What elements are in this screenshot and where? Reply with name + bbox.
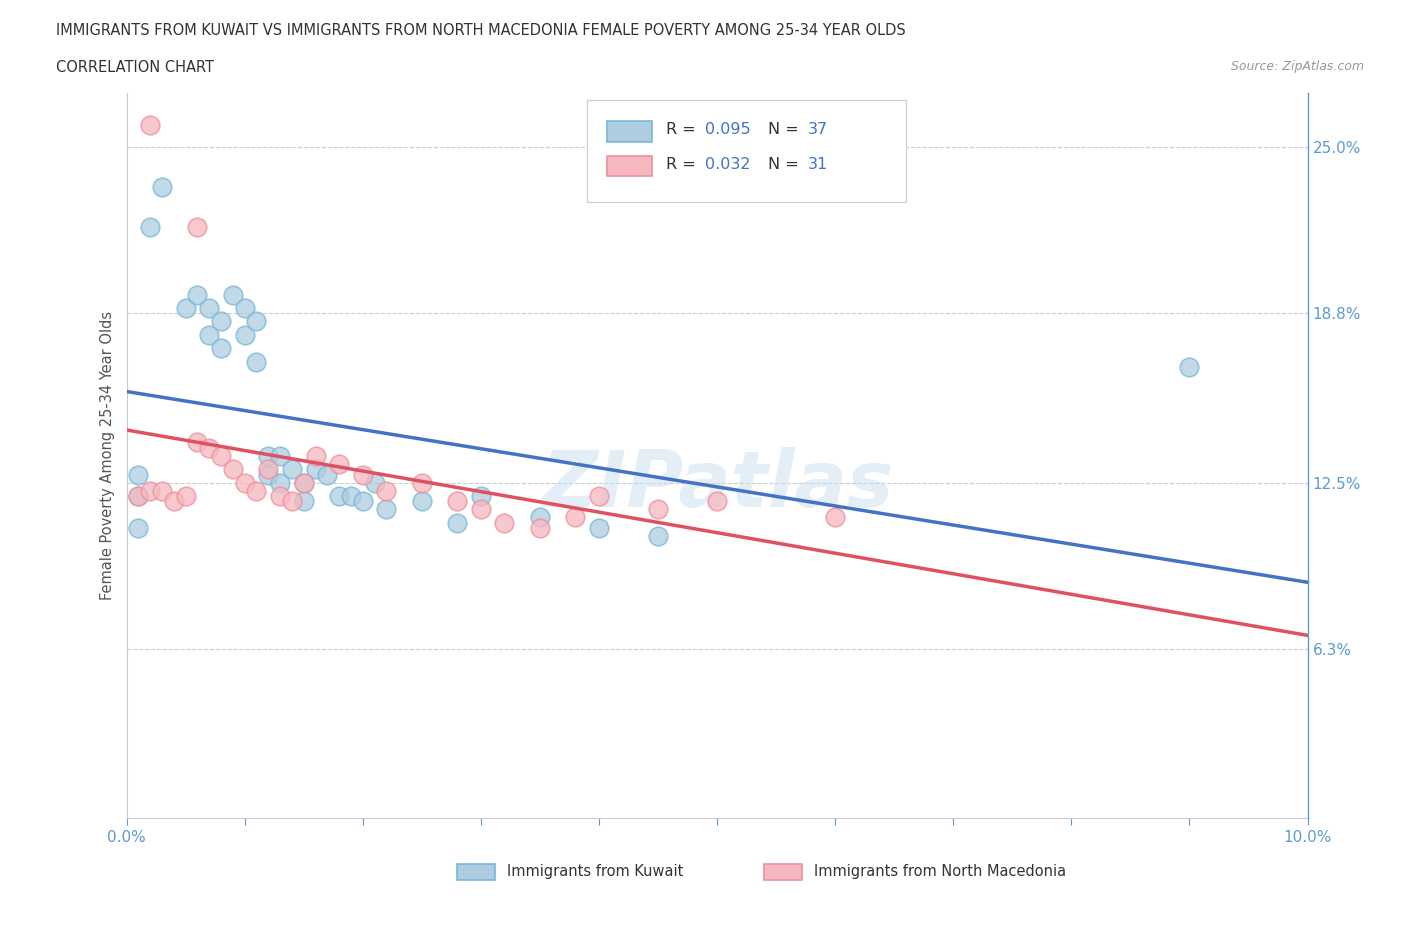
Point [186, 219, 208, 234]
Point [1178, 360, 1201, 375]
Point [564, 510, 586, 525]
Point [292, 475, 315, 490]
Point [269, 448, 291, 463]
Point [269, 475, 291, 490]
Point [352, 494, 374, 509]
Point [470, 488, 492, 503]
Point [127, 467, 149, 482]
Point [186, 435, 208, 450]
Point [127, 521, 149, 536]
Text: Immigrants from North Macedonia: Immigrants from North Macedonia [814, 864, 1066, 879]
Point [411, 494, 433, 509]
Point [470, 502, 492, 517]
Point [245, 484, 267, 498]
Point [281, 461, 304, 476]
FancyBboxPatch shape [765, 864, 801, 880]
Point [198, 327, 221, 342]
Point [446, 515, 468, 530]
Point [281, 494, 304, 509]
Point [257, 461, 280, 476]
Point [233, 475, 256, 490]
Point [363, 475, 385, 490]
Text: Immigrants from Kuwait: Immigrants from Kuwait [506, 864, 683, 879]
Text: CORRELATION CHART: CORRELATION CHART [56, 60, 214, 75]
Point [292, 475, 315, 490]
Text: 37: 37 [808, 123, 828, 138]
Point [139, 484, 162, 498]
Point [233, 300, 256, 315]
Point [198, 300, 221, 315]
Point [245, 354, 267, 369]
Point [292, 494, 315, 509]
Point [245, 314, 267, 329]
Point [588, 521, 610, 536]
Point [706, 494, 728, 509]
Point [209, 314, 232, 329]
Text: N =: N = [768, 157, 804, 172]
Point [222, 287, 245, 302]
Point [269, 488, 291, 503]
Point [494, 515, 516, 530]
Point [150, 179, 173, 194]
Point [174, 488, 197, 503]
FancyBboxPatch shape [588, 100, 905, 202]
Point [411, 475, 433, 490]
Point [647, 529, 669, 544]
Point [328, 457, 350, 472]
FancyBboxPatch shape [607, 156, 652, 177]
FancyBboxPatch shape [457, 864, 495, 880]
FancyBboxPatch shape [607, 121, 652, 141]
Point [257, 467, 280, 482]
Point [257, 448, 280, 463]
Text: ZIPatlas: ZIPatlas [541, 446, 893, 523]
Text: 31: 31 [808, 157, 828, 172]
Y-axis label: Female Poverty Among 25-34 Year Olds: Female Poverty Among 25-34 Year Olds [100, 312, 115, 600]
Point [209, 340, 232, 355]
Point [127, 488, 149, 503]
Point [222, 461, 245, 476]
Point [139, 219, 162, 234]
Point [150, 484, 173, 498]
Point [647, 502, 669, 517]
Point [375, 484, 398, 498]
Point [304, 461, 326, 476]
Text: N =: N = [768, 123, 804, 138]
Point [340, 488, 363, 503]
Point [824, 510, 846, 525]
Point [198, 440, 221, 455]
Point [163, 494, 186, 509]
Point [304, 448, 326, 463]
Point [446, 494, 468, 509]
Point [529, 510, 551, 525]
Point [529, 521, 551, 536]
Point [209, 448, 232, 463]
Point [139, 118, 162, 133]
Point [328, 488, 350, 503]
Point [174, 300, 197, 315]
Text: Source: ZipAtlas.com: Source: ZipAtlas.com [1230, 60, 1364, 73]
Text: 0.095: 0.095 [706, 123, 751, 138]
Point [588, 488, 610, 503]
Text: R =: R = [666, 123, 702, 138]
Point [316, 467, 339, 482]
Point [233, 327, 256, 342]
Point [352, 467, 374, 482]
Text: R =: R = [666, 157, 702, 172]
Text: 0.032: 0.032 [706, 157, 751, 172]
Point [375, 502, 398, 517]
Point [186, 287, 208, 302]
Text: IMMIGRANTS FROM KUWAIT VS IMMIGRANTS FROM NORTH MACEDONIA FEMALE POVERTY AMONG 2: IMMIGRANTS FROM KUWAIT VS IMMIGRANTS FRO… [56, 23, 905, 38]
Point [127, 488, 149, 503]
